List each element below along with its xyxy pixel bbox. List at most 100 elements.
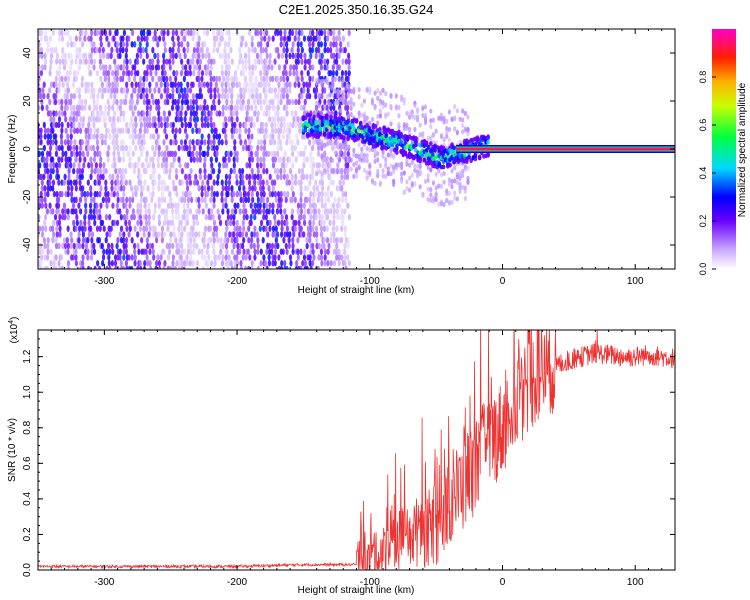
spectrogram-cell — [235, 231, 240, 238]
spectrogram-cell — [268, 173, 272, 181]
spectrogram-cell — [284, 104, 289, 111]
spectrogram-cell — [84, 202, 88, 209]
spectrogram-cell — [402, 97, 406, 103]
spectrogram-cell — [99, 167, 103, 175]
spectrogram-cell — [323, 35, 327, 42]
spectrogram-cell — [305, 173, 309, 181]
spectrogram-cell — [238, 133, 242, 140]
spectrogram-cell — [100, 139, 104, 146]
spectrogram-cell — [299, 208, 304, 215]
spectrogram-cell — [140, 150, 144, 157]
spectrogram-cell — [66, 248, 70, 255]
spectrogram-cell — [92, 208, 96, 215]
spectrogram-cell — [191, 93, 196, 100]
spectrogram-cell — [264, 64, 268, 71]
spectrogram-cell — [125, 41, 129, 48]
y-tick-label: 0.0 — [22, 563, 33, 577]
spectrogram-cell — [144, 87, 149, 94]
spectrogram-cell — [341, 99, 345, 105]
spectrogram-cell — [108, 265, 112, 269]
spectrogram-cell — [279, 98, 283, 106]
spectrogram-cell — [145, 116, 149, 123]
spectrogram-cell — [405, 185, 409, 192]
spectrogram-cell — [343, 208, 347, 215]
spectrogram-cell — [92, 156, 97, 163]
spectrogram-cell — [302, 254, 307, 261]
spectrogram-cell — [131, 196, 135, 204]
spectrogram-cell — [273, 190, 278, 198]
spectrogram-cell — [135, 162, 139, 169]
spectrogram-cell — [166, 185, 170, 192]
spectrogram-cell — [151, 46, 155, 54]
spectrogram-cell — [418, 162, 422, 168]
spectrogram-cell — [78, 127, 83, 134]
spectrogram-cell — [247, 179, 252, 186]
spectrogram-cell — [289, 260, 293, 267]
spectrogram-cell — [225, 98, 229, 106]
spectrogram-cell — [77, 237, 81, 244]
spectrogram-cell — [92, 64, 96, 71]
spectrogram-cell — [200, 133, 204, 140]
spectrogram-cell — [247, 225, 251, 232]
spectrogram-cell — [45, 35, 49, 42]
spectrogram-cell — [169, 139, 173, 146]
spectrogram-cell — [268, 190, 272, 198]
spectrogram-cell — [141, 87, 146, 94]
spectrogram-cell — [111, 162, 115, 169]
spectrogram-cell — [55, 144, 59, 152]
spectrogram-cell — [299, 196, 303, 204]
spectrogram-cell — [265, 265, 269, 269]
spectrogram-cell — [306, 87, 310, 94]
spectrogram-cell — [270, 150, 274, 157]
spectrogram-cell — [290, 185, 294, 192]
spectrogram-cell — [314, 190, 318, 198]
spectrogram-cell — [378, 180, 382, 186]
spectrogram-cell — [356, 128, 361, 134]
spectrogram-cell — [73, 127, 77, 134]
spectrogram-cell — [200, 75, 204, 83]
spectrogram-cell — [174, 139, 178, 146]
spectrogram-cell — [189, 248, 193, 255]
spectrogram-cell — [88, 69, 93, 77]
spectrogram-cell — [125, 58, 129, 65]
spectrogram-cell — [413, 163, 417, 169]
spectrogram-cell — [418, 158, 423, 164]
spectrogram-cell — [327, 242, 331, 250]
spectrogram-cell — [60, 265, 64, 269]
spectrogram-cell — [108, 173, 112, 181]
spectrogram-cell — [80, 75, 85, 83]
spectrogram-cell — [294, 64, 299, 71]
spectrogram-cell — [164, 208, 169, 215]
spectrogram-cell — [125, 87, 130, 94]
spectrogram-cell — [114, 167, 118, 175]
spectrogram-cell — [96, 150, 100, 157]
spectrogram-cell — [267, 242, 272, 250]
spectrogram-cell — [230, 75, 234, 83]
spectrogram-cell — [221, 87, 225, 94]
spectrogram-cell — [173, 81, 178, 88]
spectrogram-cell — [247, 29, 252, 37]
spectrogram-cell — [244, 231, 249, 238]
spectrogram-cell — [329, 46, 333, 54]
spectrogram-cell — [158, 265, 162, 269]
spectrogram-cell — [139, 29, 144, 37]
spectrogram-cell — [56, 173, 61, 181]
spectrogram-cell — [133, 69, 138, 77]
spectrogram-cell — [148, 58, 152, 65]
spectrogram-cell — [203, 167, 207, 175]
spectrogram-cell — [247, 87, 251, 94]
spectrogram-cell — [373, 90, 377, 96]
spectrogram-cell — [90, 81, 94, 88]
spectrogram-cell — [92, 41, 96, 48]
spectrogram-cell — [140, 35, 144, 42]
spectrogram-cell — [136, 35, 140, 42]
spectrogram-cell — [288, 167, 293, 175]
spectrogram-cell — [335, 242, 339, 250]
spectrogram-cell — [226, 58, 230, 65]
spectrogram-cell — [276, 242, 280, 250]
spectrogram-cell — [317, 78, 321, 85]
spectrogram-cell — [54, 93, 58, 100]
spectrogram-cell — [223, 93, 227, 100]
spectrogram-cell — [86, 179, 90, 186]
spectrogram-cell — [405, 110, 409, 117]
